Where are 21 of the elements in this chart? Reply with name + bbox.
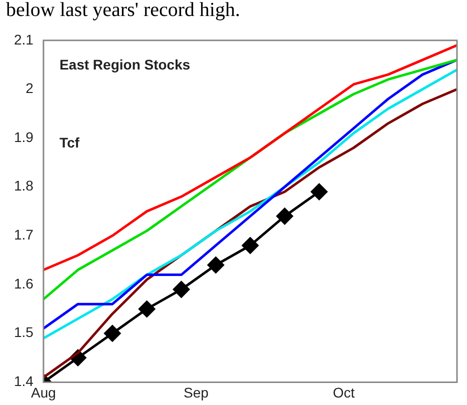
x-tick-label: Aug: [31, 384, 56, 400]
text: below last years' record high.: [5, 0, 242, 22]
y-tick-label: 2.1: [14, 31, 34, 48]
annotation: East Region Stocks: [59, 56, 190, 72]
point: [276, 208, 293, 224]
x-tick-label: Oct: [332, 384, 355, 400]
annotation: Tcf: [59, 134, 80, 150]
point: [104, 325, 121, 342]
y-tick-label: 1.4: [14, 373, 34, 390]
point: [138, 300, 156, 318]
point: [310, 184, 328, 200]
point: [208, 256, 224, 274]
y-tick-label: 1.9: [14, 128, 34, 145]
point: [173, 281, 190, 298]
point: [242, 237, 258, 254]
y-tick-label: 1.5: [14, 324, 34, 340]
y-tick-label: 1.8: [14, 178, 34, 194]
x-tick-label: Sep: [184, 384, 209, 400]
y-tick-label: 2: [26, 80, 34, 96]
y-tick-label: 1.7: [14, 226, 34, 243]
y-tick-label: 1.6: [14, 275, 34, 292]
